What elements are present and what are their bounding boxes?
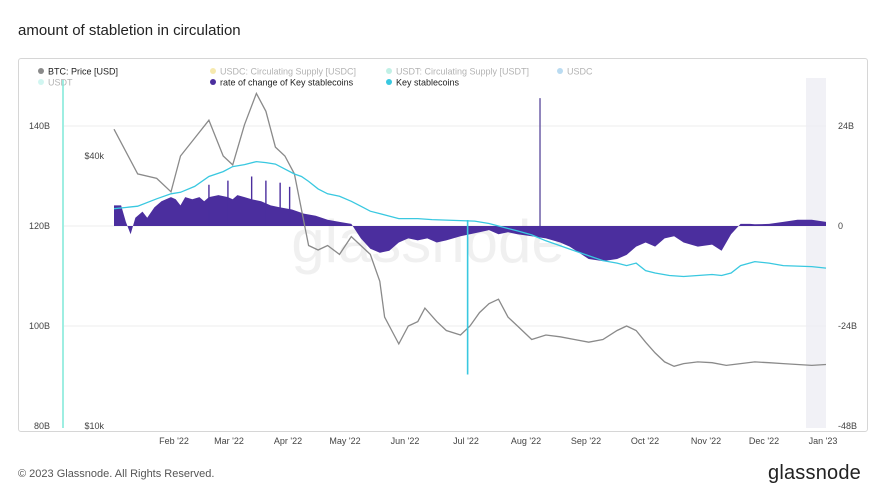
legend-label: BTC: Price [USD] bbox=[48, 66, 119, 77]
btc-axis-tick-label: $40k bbox=[84, 151, 104, 161]
legend-color-dot bbox=[386, 78, 392, 85]
legend-label: Key stablecoins bbox=[396, 77, 460, 88]
legend-label: USDT bbox=[48, 77, 73, 88]
page-title: amount of stabletion in circulation bbox=[18, 22, 241, 39]
x-axis-tick-label: May '22 bbox=[329, 436, 360, 446]
left-axis-tick-label: 140B bbox=[29, 121, 50, 131]
legend-item[interactable]: USDC: Circulating Supply [USDC] bbox=[210, 66, 356, 77]
legend-item[interactable]: rate of change of Key stablecoins bbox=[210, 77, 353, 88]
line-series-group bbox=[113, 91, 827, 375]
axis-labels-group: 140B 120B 100B 80B $40k $10k 24B 0 -24B -48B Feb '… bbox=[29, 121, 857, 446]
x-axis-tick-label: Apr '22 bbox=[274, 436, 302, 446]
legend-label: rate of change of Key stablecoins bbox=[220, 77, 354, 88]
legend-label: USDC bbox=[567, 66, 593, 77]
projection-band bbox=[806, 78, 826, 428]
roc-series-group bbox=[114, 98, 826, 262]
key-stablecoins-line bbox=[113, 160, 827, 278]
legend-item[interactable]: USDC bbox=[557, 66, 593, 77]
legend-color-dot bbox=[210, 78, 216, 85]
x-axis-tick-label: Jul '22 bbox=[453, 436, 479, 446]
legend-color-dot bbox=[210, 67, 216, 74]
x-axis-tick-label: Aug '22 bbox=[511, 436, 541, 446]
legend-item[interactable]: Key stablecoins bbox=[386, 77, 459, 88]
right-axis-tick-label: 0 bbox=[838, 221, 843, 231]
x-axis-tick-label: Oct '22 bbox=[631, 436, 659, 446]
x-axis-tick-label: Sep '22 bbox=[571, 436, 601, 446]
legend-color-dot bbox=[38, 67, 44, 74]
brand-logo[interactable]: glassnode bbox=[768, 462, 861, 484]
left-axis-tick-label: 120B bbox=[29, 221, 50, 231]
right-axis-tick-label: 24B bbox=[838, 121, 854, 131]
chart-frame bbox=[18, 58, 868, 432]
btc-price-line bbox=[113, 91, 827, 367]
x-axis-tick-label: Jan '23 bbox=[809, 436, 838, 446]
chart-grid bbox=[62, 78, 826, 428]
right-axis-tick-label: -48B bbox=[838, 421, 857, 431]
watermark-text: glassnode bbox=[291, 208, 565, 275]
x-axis-tick-label: Dec '22 bbox=[749, 436, 779, 446]
roc-area bbox=[114, 195, 826, 262]
x-axis-tick-label: Jun '22 bbox=[391, 436, 420, 446]
right-axis-tick-label: -24B bbox=[838, 321, 857, 331]
legend-color-dot bbox=[38, 78, 44, 85]
legend-item[interactable]: USDT bbox=[38, 77, 73, 88]
copyright-text: © 2023 Glassnode. All Rights Reserved. bbox=[18, 468, 215, 480]
btc-axis-tick-label: $10k bbox=[84, 421, 104, 431]
legend-color-dot bbox=[386, 67, 392, 74]
legend-item[interactable]: USDT: Circulating Supply [USDT] bbox=[386, 66, 529, 77]
legend-item[interactable]: BTC: Price [USD] bbox=[38, 66, 118, 77]
x-axis-tick-label: Nov '22 bbox=[691, 436, 721, 446]
left-axis-tick-label: 80B bbox=[34, 421, 50, 431]
x-axis-tick-label: Mar '22 bbox=[214, 436, 244, 446]
legend-label: USDC: Circulating Supply [USDC] bbox=[220, 66, 357, 77]
legend-label: USDT: Circulating Supply [USDT] bbox=[396, 66, 530, 77]
x-axis-tick-label: Feb '22 bbox=[159, 436, 189, 446]
left-axis-tick-label: 100B bbox=[29, 321, 50, 331]
legend-color-dot bbox=[557, 67, 563, 74]
